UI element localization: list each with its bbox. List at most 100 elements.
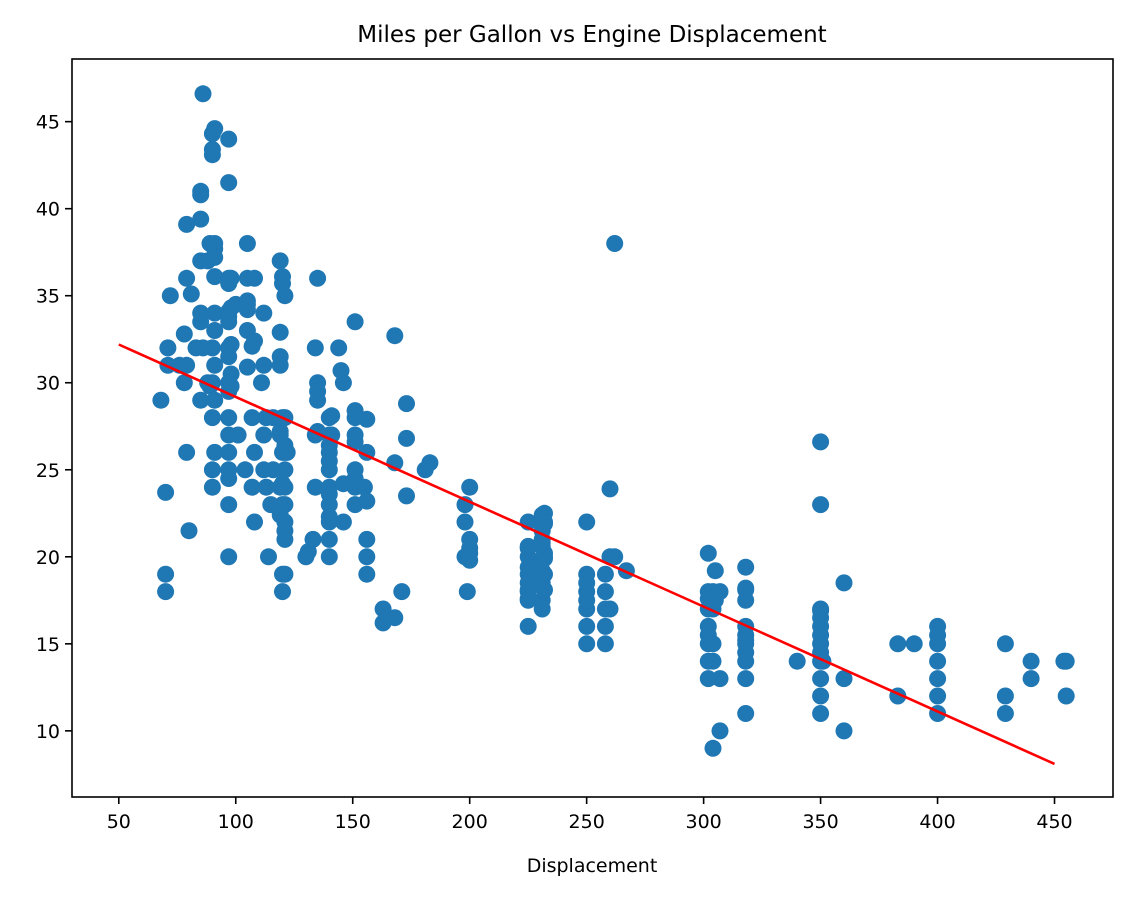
data-point (812, 433, 830, 451)
x-tick-label: 300 (685, 811, 721, 833)
data-point (274, 583, 291, 601)
data-point (737, 670, 755, 688)
data-point (278, 443, 296, 461)
data-point (238, 358, 256, 376)
data-point (596, 635, 614, 653)
data-point (358, 530, 376, 548)
data-point (203, 461, 221, 479)
data-point (606, 548, 624, 566)
data-point (737, 705, 755, 722)
data-point (243, 409, 261, 427)
data-point (1057, 687, 1075, 705)
data-point (257, 478, 275, 496)
data-point (194, 85, 212, 103)
data-point (996, 687, 1014, 705)
data-point (334, 374, 352, 392)
data-point (243, 478, 261, 496)
data-point (386, 327, 404, 345)
data-point (229, 426, 247, 444)
fit-line (118, 343, 1056, 766)
data-point (601, 480, 619, 498)
data-point (706, 562, 724, 580)
data-point (323, 407, 341, 425)
y-tick-label: 40 (36, 199, 60, 221)
data-point (737, 558, 755, 576)
data-point (835, 670, 853, 688)
data-point (346, 433, 364, 451)
data-point (461, 551, 479, 569)
data-point (812, 670, 830, 688)
data-point (178, 443, 196, 461)
plot-frame (71, 58, 1114, 798)
data-point (458, 583, 476, 601)
data-point (175, 325, 193, 343)
data-point (206, 391, 224, 409)
data-point (220, 174, 238, 192)
data-point (220, 313, 238, 331)
data-point (929, 687, 947, 705)
data-point (192, 391, 210, 409)
data-point (711, 722, 729, 740)
data-point (276, 565, 294, 583)
data-point (175, 374, 193, 392)
data-point (246, 269, 263, 287)
data-point (578, 513, 596, 531)
data-point (536, 565, 553, 583)
data-point (276, 287, 294, 305)
data-point (253, 374, 270, 392)
data-point (996, 635, 1014, 653)
data-point (304, 530, 322, 548)
data-point (220, 461, 238, 479)
data-point (704, 739, 722, 757)
data-point (699, 670, 717, 688)
data-point (255, 356, 273, 374)
x-axis-label: Displacement (527, 855, 658, 877)
x-tick-label: 50 (107, 811, 131, 833)
data-point (276, 496, 294, 514)
data-point (519, 617, 537, 635)
data-point (238, 301, 256, 319)
data-point (206, 268, 224, 286)
data-point (536, 515, 553, 533)
data-point (704, 635, 722, 653)
data-point (276, 478, 294, 496)
y-tick-label: 35 (36, 286, 60, 308)
y-tick-label: 20 (36, 547, 60, 569)
data-point (812, 687, 830, 705)
data-point (393, 583, 411, 601)
data-point (355, 478, 373, 496)
x-tick-label: 350 (802, 811, 838, 833)
data-point (206, 235, 224, 252)
data-point (222, 377, 240, 395)
data-point (398, 487, 415, 505)
data-point (180, 522, 198, 540)
data-point (788, 652, 806, 670)
data-point (309, 269, 327, 287)
y-axis-ticks: 10 15 20 25 30 35 40 45 (36, 112, 72, 743)
data-point (320, 485, 338, 503)
data-point (601, 600, 619, 618)
data-point (203, 141, 221, 158)
data-point (578, 635, 596, 653)
data-point (255, 304, 273, 322)
data-point (578, 591, 596, 609)
data-point (398, 429, 415, 447)
data-point (236, 461, 254, 479)
data-point (157, 565, 175, 583)
data-point (358, 410, 376, 428)
data-point (178, 356, 196, 374)
data-point (996, 705, 1014, 722)
data-point (192, 210, 210, 228)
data-point (260, 548, 277, 566)
data-point (182, 285, 200, 303)
data-point (271, 252, 289, 270)
data-point (519, 590, 537, 608)
data-point (203, 478, 221, 496)
x-tick-label: 400 (919, 811, 955, 833)
x-tick-label: 150 (335, 811, 371, 833)
data-point (206, 120, 224, 138)
data-point (203, 409, 221, 427)
data-point (320, 530, 338, 548)
data-point (889, 635, 907, 653)
